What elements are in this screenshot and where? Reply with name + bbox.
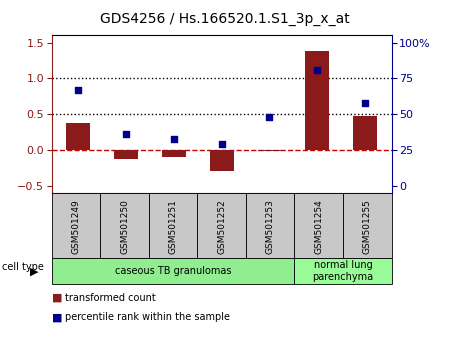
Bar: [257, 150, 281, 152]
Point: [362, 100, 369, 105]
Text: transformed count: transformed count: [65, 293, 156, 303]
Bar: [306, 51, 329, 150]
Text: GSM501255: GSM501255: [363, 199, 372, 254]
Point: [314, 67, 321, 73]
Bar: [66, 123, 90, 150]
Text: normal lung
parenchyma: normal lung parenchyma: [312, 260, 373, 282]
Text: GSM501254: GSM501254: [314, 199, 323, 254]
Text: cell type: cell type: [2, 262, 44, 272]
Text: ▶: ▶: [30, 266, 38, 276]
Text: caseous TB granulomas: caseous TB granulomas: [115, 266, 231, 276]
Bar: [353, 116, 377, 150]
Text: GDS4256 / Hs.166520.1.S1_3p_x_at: GDS4256 / Hs.166520.1.S1_3p_x_at: [100, 12, 350, 27]
Bar: [162, 150, 186, 157]
Text: ■: ■: [52, 312, 62, 322]
Bar: [210, 150, 234, 171]
Point: [218, 141, 225, 147]
Point: [122, 131, 130, 137]
Text: GSM501249: GSM501249: [72, 199, 81, 254]
Bar: [114, 150, 138, 159]
Text: GSM501250: GSM501250: [120, 199, 129, 254]
Text: GSM501252: GSM501252: [217, 199, 226, 254]
Text: GSM501251: GSM501251: [169, 199, 178, 254]
Text: GSM501253: GSM501253: [266, 199, 274, 254]
Text: ■: ■: [52, 293, 62, 303]
Text: percentile rank within the sample: percentile rank within the sample: [65, 312, 230, 322]
Point: [266, 114, 273, 120]
Point: [74, 87, 81, 93]
Point: [170, 136, 177, 141]
